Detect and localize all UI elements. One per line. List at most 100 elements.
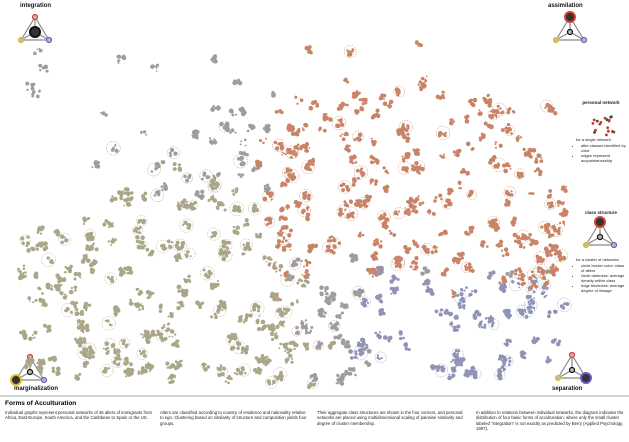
personal-network (144, 364, 155, 374)
alter-node (252, 307, 257, 312)
alter-node (553, 274, 556, 277)
alter-node (327, 244, 331, 248)
personal-network (237, 363, 251, 377)
glyph-node (554, 374, 562, 382)
alter-node (455, 328, 459, 332)
personal-network (351, 176, 360, 187)
alter-node (340, 101, 346, 107)
legend-node (606, 126, 610, 130)
alter-node (516, 235, 521, 240)
personal-network (294, 95, 304, 105)
alter-node (344, 77, 348, 81)
alter-node (444, 275, 447, 277)
alter-node (453, 325, 457, 329)
alter-node (392, 286, 395, 290)
personal-network (512, 232, 521, 243)
personal-network (339, 301, 349, 310)
alter-node (276, 292, 279, 295)
alter-node (169, 329, 175, 334)
alter-node (207, 199, 211, 202)
personal-network (209, 279, 220, 291)
alter-node (235, 113, 238, 116)
personal-network (370, 251, 379, 261)
alter-node (105, 351, 109, 355)
personal-network (57, 276, 67, 284)
alter-node (529, 192, 532, 195)
personal-network (504, 198, 511, 207)
alter-node (276, 239, 282, 244)
alter-node (266, 186, 271, 191)
personal-network (343, 199, 354, 208)
alter-node (239, 161, 245, 167)
personal-network (420, 266, 431, 276)
alter-node (116, 59, 120, 63)
alter-node (388, 229, 391, 233)
alter-node (173, 343, 176, 346)
alter-node (554, 244, 559, 250)
glyph-node (40, 376, 48, 384)
alter-node (498, 112, 501, 114)
personal-network (301, 269, 311, 280)
alter-node (500, 365, 505, 370)
network-ring (247, 202, 262, 216)
personal-network (447, 373, 456, 381)
personal-network (84, 228, 96, 241)
alter-node (379, 240, 383, 243)
alter-node (508, 359, 512, 363)
alter-node (515, 136, 520, 141)
alter-node (210, 235, 214, 239)
alter-node (198, 305, 202, 310)
alter-node (164, 247, 168, 250)
personal-network (483, 121, 494, 130)
alter-node (396, 93, 400, 97)
personal-network (327, 340, 337, 350)
alter-node (520, 312, 524, 316)
personal-network (291, 325, 303, 337)
alter-node (489, 315, 493, 318)
alter-node (238, 318, 243, 323)
network-ring (200, 266, 215, 281)
alter-node (230, 128, 235, 133)
alter-node (87, 303, 92, 307)
alter-node (306, 49, 312, 54)
alter-node (543, 295, 547, 299)
personal-network (123, 265, 134, 275)
alter-node (549, 253, 552, 256)
personal-network (514, 267, 523, 276)
network-ring (219, 238, 233, 252)
alter-node (520, 272, 525, 278)
glyph-node (17, 36, 25, 44)
alter-node (499, 107, 502, 110)
alter-node (210, 186, 216, 191)
alter-node (414, 265, 419, 270)
alter-node (86, 232, 90, 236)
personal-network (356, 337, 366, 348)
alter-node (137, 219, 141, 222)
alter-node (452, 327, 457, 333)
glyph-edge (20, 16, 36, 41)
alter-node (387, 103, 392, 109)
personal-network (554, 249, 569, 263)
alter-node (391, 288, 397, 294)
alter-node (210, 142, 214, 145)
alter-node (83, 327, 86, 330)
alter-node (346, 149, 351, 153)
alter-node (221, 309, 224, 312)
alter-node (280, 274, 282, 277)
alter-node (301, 127, 304, 129)
network-ring (199, 169, 213, 183)
alter-node (34, 298, 38, 302)
alter-node (175, 258, 179, 263)
network-ring (336, 204, 350, 218)
alter-node (415, 42, 418, 45)
alter-node (157, 332, 162, 336)
alter-node (528, 154, 533, 159)
alter-node (222, 300, 227, 305)
alter-node (46, 325, 51, 330)
alter-node (233, 333, 237, 337)
alter-node (144, 371, 147, 374)
network-ring (274, 307, 286, 319)
alter-node (426, 209, 432, 214)
personal-network (352, 130, 364, 142)
